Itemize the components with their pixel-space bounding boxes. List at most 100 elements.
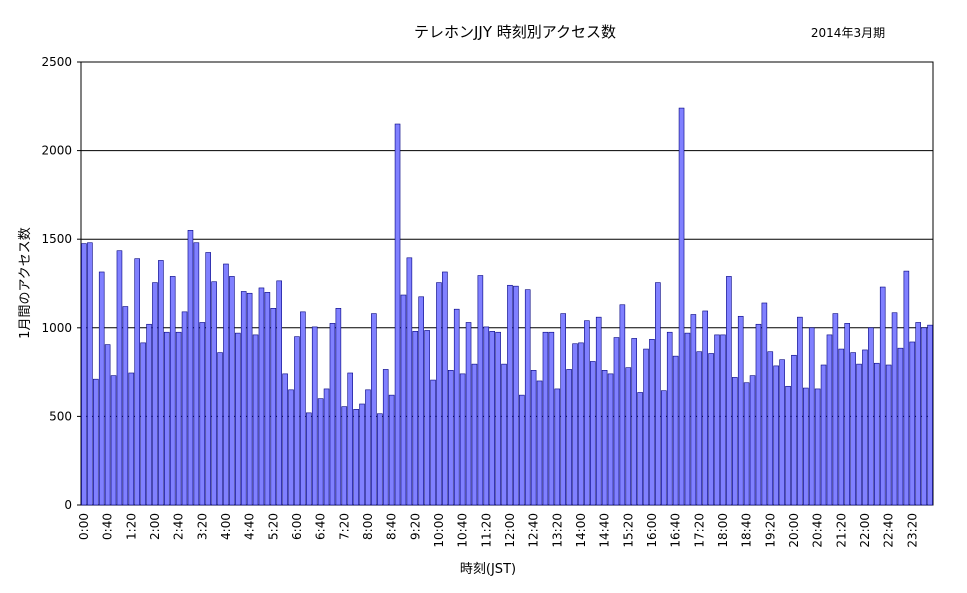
bar: [572, 343, 578, 506]
bar: [702, 310, 708, 506]
bar: [211, 281, 217, 506]
bar: [424, 330, 430, 506]
bar: [661, 390, 667, 506]
y-axis-ticks: 0 500 1000 1500 2000 2500: [41, 55, 81, 512]
bar: [371, 313, 377, 506]
y-tick-label: 2000: [41, 144, 72, 158]
bar: [377, 413, 383, 506]
bar: [400, 294, 407, 506]
x-tick-label: 11:20: [479, 513, 493, 548]
bar: [282, 373, 288, 506]
bar: [879, 286, 886, 506]
bar: [448, 370, 454, 506]
bar: [365, 389, 371, 506]
bar: [808, 327, 815, 506]
gridlines: [81, 150, 933, 417]
bar: [672, 355, 679, 506]
bar: [495, 331, 501, 506]
bar: [584, 320, 590, 506]
bar: [288, 389, 294, 506]
bar: [755, 323, 762, 506]
bar: [743, 382, 750, 506]
bar: [862, 349, 868, 506]
bar: [110, 375, 117, 506]
bar: [152, 282, 158, 506]
bar: [507, 284, 513, 506]
bar: [93, 378, 99, 506]
bar: [649, 339, 655, 506]
bar: [453, 308, 460, 506]
bar: [323, 388, 330, 506]
bar: [270, 308, 277, 506]
bar: [329, 323, 336, 506]
bar: [187, 230, 194, 506]
bar: [560, 313, 566, 506]
bar: [459, 373, 466, 506]
bar: [169, 276, 176, 506]
bar: [737, 315, 744, 506]
bar: [477, 275, 484, 506]
bar: [128, 372, 135, 506]
bar: [430, 379, 436, 506]
x-tick-label: 3:20: [195, 513, 209, 540]
bar: [311, 326, 318, 506]
x-tick-label: 0:40: [101, 513, 115, 540]
bar: [779, 359, 785, 506]
bar: [146, 323, 152, 506]
x-tick-label: 8:40: [385, 513, 399, 540]
bar: [791, 354, 797, 506]
bar: [613, 337, 620, 506]
bar: [240, 291, 247, 506]
x-tick-label: 2:00: [148, 513, 162, 540]
y-axis-label: 1月間のアクセス数: [18, 227, 33, 339]
bar: [631, 338, 637, 506]
bar: [921, 327, 927, 506]
x-tick-label: 16:00: [645, 513, 659, 548]
x-tick-label: 23:20: [905, 513, 919, 548]
bar: [785, 385, 791, 506]
bar: [643, 348, 649, 506]
bar: [590, 361, 596, 506]
bar: [524, 289, 531, 506]
x-tick-label: 7:20: [337, 513, 351, 540]
bar: [690, 314, 697, 506]
x-tick-label: 1:20: [124, 513, 138, 540]
bar: [619, 304, 626, 506]
x-tick-label: 4:00: [219, 513, 233, 540]
bar: [607, 373, 614, 506]
bar: [235, 332, 241, 506]
bar: [814, 388, 821, 506]
x-tick-label: 10:00: [432, 513, 446, 548]
bar: [412, 331, 419, 506]
x-tick-label: 6:00: [290, 513, 304, 540]
bar: [465, 322, 472, 506]
x-tick-label: 13:20: [550, 513, 564, 548]
bar: [394, 123, 401, 506]
x-tick-label: 17:20: [692, 513, 706, 548]
bar: [483, 326, 490, 506]
bar: [856, 363, 862, 506]
bar: [81, 243, 87, 506]
x-axis-label: 時刻(JST): [460, 562, 516, 577]
bar: [832, 313, 839, 506]
x-tick-label: 8:00: [361, 513, 375, 540]
x-tick-label: 18:00: [716, 513, 730, 548]
bar: [542, 331, 549, 506]
bar: [850, 352, 856, 506]
bar: [578, 342, 584, 506]
bar: [122, 306, 129, 506]
x-tick-label: 4:40: [243, 513, 257, 540]
bar: [666, 331, 673, 506]
bar: [915, 322, 921, 506]
bar: [655, 282, 661, 506]
y-tick-label: 2500: [41, 55, 72, 69]
bar: [164, 331, 170, 506]
bar: [803, 387, 809, 506]
bar: [874, 362, 880, 506]
x-tick-label: 6:40: [314, 513, 328, 540]
bar: [838, 348, 845, 506]
bar: [732, 377, 738, 506]
bar: [489, 331, 495, 506]
bar: [229, 276, 235, 506]
